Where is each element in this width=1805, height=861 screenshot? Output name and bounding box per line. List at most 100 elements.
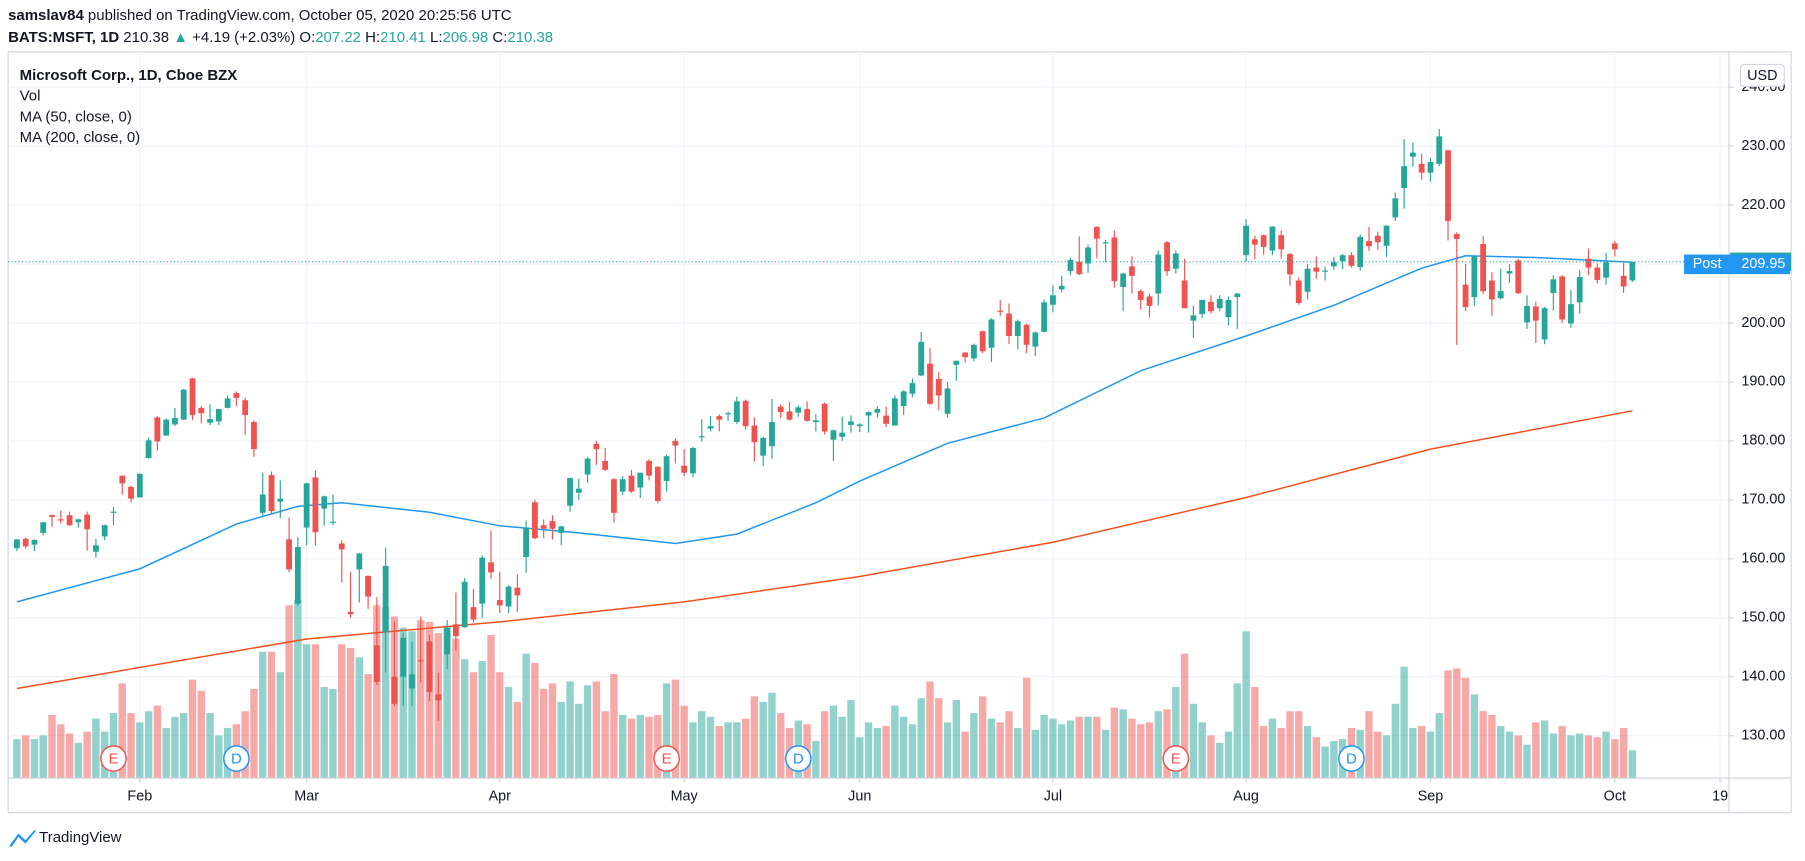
volume-bar: [144, 711, 153, 779]
candle-body: [119, 475, 126, 484]
volume-bar: [1233, 683, 1241, 779]
candle-body: [409, 674, 415, 689]
candle-body: [479, 557, 486, 604]
volume-bar: [1066, 720, 1075, 779]
candle-body: [611, 479, 617, 513]
volume-bar: [197, 690, 205, 779]
candle-body: [66, 515, 73, 526]
c-value: 210.38: [507, 29, 553, 46]
volume-bar: [48, 714, 56, 779]
candle-body: [1418, 163, 1425, 173]
candle-body: [1014, 321, 1021, 336]
volume-bar: [1479, 711, 1487, 779]
symbol-line: BATS:MSFT, 1D 210.38 ▲ +4.19 (+2.03%) O:…: [8, 29, 553, 46]
x-tick-label: Sep: [1418, 788, 1444, 804]
candle-body: [725, 413, 731, 415]
volume-bar: [1532, 722, 1540, 779]
l-value: 206.98: [443, 29, 489, 46]
volume-bar: [1216, 742, 1224, 779]
candle-body: [1471, 256, 1478, 298]
volume-bar: [478, 661, 486, 779]
candle-body: [1234, 293, 1241, 298]
candle-body: [1243, 225, 1249, 256]
candle-body: [839, 432, 846, 437]
event-label: D: [793, 751, 804, 768]
volume-bar: [1093, 716, 1101, 779]
candle-body: [514, 587, 521, 596]
x-tick-label: Apr: [489, 788, 512, 804]
candle-body: [874, 409, 881, 413]
candle-body: [760, 437, 767, 456]
volume-bar: [636, 714, 644, 779]
candle-body: [1497, 291, 1504, 299]
event-marker: [784, 745, 812, 772]
volume-bar: [1514, 735, 1522, 779]
volume-bar: [1119, 709, 1127, 779]
candle-body: [1006, 313, 1012, 336]
candle-body: [172, 417, 178, 425]
candle-body: [540, 525, 547, 529]
candle-body: [1181, 280, 1188, 309]
candle-body: [189, 378, 196, 415]
candle-body: [75, 519, 82, 523]
candle-body: [1357, 236, 1364, 267]
volume-bar: [496, 672, 504, 779]
volume-bar: [1400, 666, 1408, 779]
volume-bar: [21, 735, 30, 779]
volume-bar: [1619, 727, 1628, 779]
volume-bar: [1470, 694, 1479, 779]
candle-body: [1304, 268, 1311, 292]
candle-body: [1076, 261, 1083, 275]
volume-bar: [750, 696, 759, 779]
volume-bar: [943, 722, 952, 779]
candle-body: [1374, 235, 1381, 243]
candle-body: [1436, 136, 1443, 164]
volume-bar: [715, 726, 723, 779]
post-tag-box: [1684, 254, 1790, 275]
volume-bar: [452, 638, 460, 779]
publish-line: samslav84 published on TradingView.com, …: [8, 7, 512, 24]
volume-bar: [1207, 735, 1215, 779]
candle-body: [698, 436, 705, 438]
candle-body: [628, 475, 635, 492]
volume-bar: [1549, 733, 1558, 779]
candle-body: [461, 581, 468, 628]
x-tick-label: Oct: [1604, 788, 1626, 804]
volume-bar: [662, 683, 671, 779]
volume-bar: [443, 625, 451, 779]
volume-bar: [1189, 703, 1198, 779]
volume-bar: [355, 657, 364, 779]
logo-icon: [9, 829, 36, 848]
volume-bar: [171, 716, 179, 779]
candle-body: [769, 422, 775, 447]
volume-bar: [1022, 677, 1031, 779]
candle-body: [786, 411, 793, 420]
candle-body: [707, 426, 714, 429]
volume-bar: [706, 716, 715, 779]
volume-bar: [1084, 716, 1092, 779]
volume-bar: [619, 714, 627, 779]
candle-body: [716, 416, 723, 420]
candle-body: [242, 400, 249, 415]
x-tick-label: Mar: [294, 788, 319, 804]
candle-body: [1251, 239, 1258, 245]
candle-body: [593, 443, 600, 450]
volume-bar: [557, 701, 565, 779]
h-label: H:: [365, 29, 380, 46]
candle-body: [40, 522, 47, 533]
volume-bar: [908, 724, 917, 779]
volume-bar: [74, 742, 83, 779]
candle-body: [751, 425, 758, 443]
candle-body: [198, 407, 205, 414]
candle-body: [997, 310, 1004, 312]
volume-bar: [899, 716, 908, 779]
volume-bar: [127, 713, 135, 779]
candle-body: [584, 458, 591, 475]
candle-body: [804, 409, 810, 421]
volume-bar: [1286, 711, 1294, 779]
candle-body: [575, 488, 582, 493]
candle-body: [321, 496, 328, 509]
candle-body: [224, 398, 231, 408]
candle-body: [733, 401, 740, 423]
